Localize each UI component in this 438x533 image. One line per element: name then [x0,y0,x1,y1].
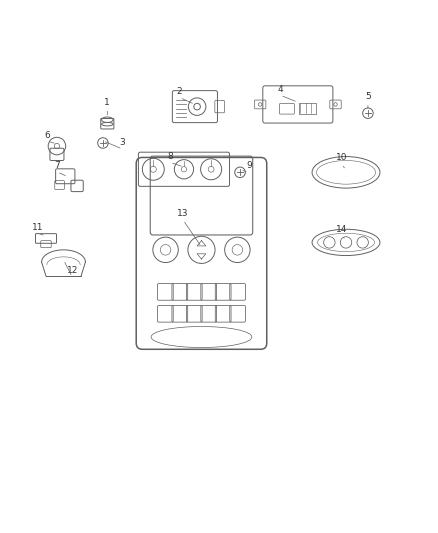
Text: 5: 5 [365,92,371,101]
Text: 14: 14 [336,225,347,234]
Text: 10: 10 [336,154,347,163]
Text: 13: 13 [177,209,189,219]
Text: 1: 1 [104,98,110,107]
Text: 9: 9 [246,161,252,170]
Text: 2: 2 [177,87,182,96]
Text: 7: 7 [54,161,60,170]
Text: 3: 3 [120,139,126,148]
Text: 6: 6 [44,131,50,140]
Text: 11: 11 [32,223,43,231]
Text: 8: 8 [167,151,173,160]
Text: 12: 12 [67,266,78,276]
Text: 4: 4 [278,85,283,94]
